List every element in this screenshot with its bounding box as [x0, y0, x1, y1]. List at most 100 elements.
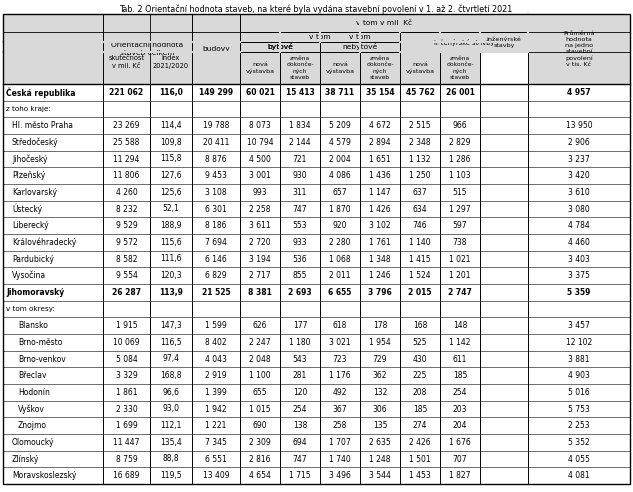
Bar [240, 201, 280, 217]
Bar [3, 284, 103, 301]
Bar [3, 451, 103, 467]
Bar [280, 217, 320, 234]
Text: 1 861: 1 861 [116, 388, 137, 397]
Bar [240, 417, 280, 434]
Text: 2 144: 2 144 [289, 138, 311, 147]
Text: inženýrské stavby: inženýrské stavby [434, 38, 494, 45]
Text: 3 021: 3 021 [329, 338, 351, 347]
Bar [480, 417, 528, 434]
Text: 8 381: 8 381 [248, 288, 272, 297]
Text: 2 894: 2 894 [369, 138, 391, 147]
Bar [240, 368, 280, 384]
Bar [192, 134, 240, 151]
Bar [400, 52, 440, 84]
Text: 1 297: 1 297 [449, 205, 471, 214]
Text: 2 348: 2 348 [409, 138, 431, 147]
Text: 7 345: 7 345 [205, 438, 227, 447]
Text: Tab. 2 Orientační hodnota staveb, na které byla vydána stavební povolení v 1. až: Tab. 2 Orientační hodnota staveb, na kte… [120, 4, 513, 13]
Bar [280, 334, 320, 351]
Bar [192, 151, 240, 167]
Bar [440, 434, 480, 451]
Text: 115,8: 115,8 [160, 154, 182, 163]
Bar [150, 250, 192, 267]
Text: 4 086: 4 086 [329, 171, 351, 180]
Bar [400, 301, 440, 317]
Bar [280, 368, 320, 384]
Bar [240, 101, 280, 117]
Bar [320, 117, 360, 134]
Text: 112,1: 112,1 [160, 421, 182, 430]
Text: 96,6: 96,6 [163, 388, 180, 397]
Text: Vyškov: Vyškov [18, 404, 45, 414]
Bar [3, 250, 630, 267]
Bar [3, 167, 103, 184]
Text: 2 004: 2 004 [329, 154, 351, 163]
Text: 553: 553 [292, 221, 307, 230]
Text: 7 694: 7 694 [205, 238, 227, 247]
Text: 8 186: 8 186 [205, 221, 227, 230]
Text: 21 525: 21 525 [202, 288, 230, 297]
Bar [360, 117, 400, 134]
Bar [3, 284, 630, 301]
Bar [280, 101, 320, 117]
Bar [240, 384, 280, 400]
Text: 1 399: 1 399 [205, 388, 227, 397]
Bar [440, 84, 480, 101]
Text: 20 411: 20 411 [203, 138, 229, 147]
Bar [192, 234, 240, 250]
Bar [103, 217, 150, 234]
Bar [528, 250, 630, 267]
Bar [360, 84, 400, 101]
Bar [3, 184, 103, 201]
Bar [400, 467, 440, 484]
Bar [150, 201, 192, 217]
Bar [480, 250, 528, 267]
Text: 9 529: 9 529 [116, 221, 137, 230]
Bar [280, 284, 320, 301]
Text: 281: 281 [293, 371, 307, 380]
Bar [103, 151, 150, 167]
Bar [103, 250, 150, 267]
Text: 116,5: 116,5 [160, 338, 182, 347]
Text: 88,8: 88,8 [163, 455, 179, 463]
Text: 306: 306 [373, 404, 387, 413]
Text: 8 402: 8 402 [205, 338, 227, 347]
Text: 5 016: 5 016 [568, 388, 590, 397]
Text: 23 269: 23 269 [113, 121, 140, 130]
Text: 1 021: 1 021 [449, 254, 471, 264]
Text: 3 420: 3 420 [568, 171, 590, 180]
Text: 855: 855 [292, 271, 307, 280]
Bar [3, 184, 630, 201]
Text: 1 699: 1 699 [116, 421, 137, 430]
Text: 26 287: 26 287 [112, 288, 141, 297]
Text: 3 403: 3 403 [568, 254, 590, 264]
Bar [400, 151, 440, 167]
Bar [320, 217, 360, 234]
Bar [480, 84, 528, 101]
Bar [400, 400, 440, 417]
Text: 4 903: 4 903 [568, 371, 590, 380]
Text: 225: 225 [413, 371, 427, 380]
Text: 113,9: 113,9 [159, 288, 183, 297]
Text: 536: 536 [292, 254, 307, 264]
Bar [3, 467, 630, 484]
Text: 746: 746 [413, 221, 427, 230]
Text: 721: 721 [293, 154, 307, 163]
Bar [528, 317, 630, 334]
Text: 729: 729 [373, 355, 387, 364]
Bar [103, 317, 150, 334]
Bar [192, 101, 240, 117]
Text: 4 081: 4 081 [568, 471, 590, 480]
Text: 2 720: 2 720 [249, 238, 271, 247]
Bar [3, 134, 630, 151]
Bar [103, 301, 150, 317]
Bar [440, 368, 480, 384]
Text: 4 055: 4 055 [568, 455, 590, 463]
Bar [3, 434, 103, 451]
Bar [103, 368, 150, 384]
Text: 115,6: 115,6 [160, 238, 182, 247]
Bar [240, 32, 400, 42]
Text: 168,8: 168,8 [160, 371, 182, 380]
Text: 125,6: 125,6 [160, 188, 182, 197]
Bar [3, 217, 630, 234]
